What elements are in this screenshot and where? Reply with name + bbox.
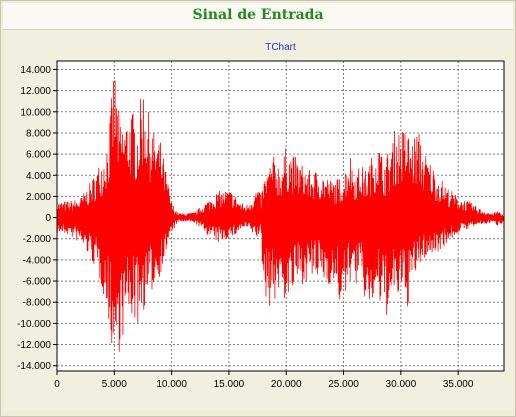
y-tick-label: 10.000 [20, 107, 51, 118]
x-tick-label: 20.000 [271, 379, 302, 390]
panel-title: Sinal de Entrada [192, 7, 324, 23]
signal-chart: TChart 14.000 12.000 10.000 8.000 6.000 4.000… [17, 42, 505, 390]
y-tick-label: 14.000 [20, 65, 51, 76]
x-tick-label: 35.000 [443, 379, 474, 390]
x-tick-label: 30.000 [386, 379, 417, 390]
y-tick-label: 8.000 [26, 128, 51, 139]
y-tick-label: -2.000 [23, 234, 52, 245]
y-tick-label: -12.000 [17, 340, 51, 351]
x-tick-label: 10.000 [156, 379, 187, 390]
x-tick-label: 0 [54, 379, 60, 390]
y-tick-label: 4.000 [26, 171, 51, 182]
chart-title: TChart [265, 42, 296, 53]
signal-series-line [56, 80, 505, 352]
chart-container: TChart 14.000 12.000 10.000 8.000 6.000 4.000… [5, 31, 513, 411]
panel-header: Sinal de Entrada [3, 3, 513, 30]
y-tick-label: 0 [45, 213, 51, 224]
y-tick-label: -4.000 [23, 255, 52, 266]
y-tick-label: -10.000 [17, 319, 51, 330]
y-tick-label: -8.000 [23, 298, 52, 309]
y-tick-label: 2.000 [26, 192, 51, 203]
y-tick-label: -6.000 [23, 277, 52, 288]
y-tick-label: 12.000 [20, 86, 51, 97]
x-tick-label: 15.000 [214, 379, 245, 390]
plot-border [56, 60, 505, 372]
x-tick-label: 25.000 [328, 379, 359, 390]
y-tick-label: 6.000 [26, 150, 51, 161]
x-tick-label: 5.000 [102, 379, 127, 390]
y-tick-label: -14.000 [17, 361, 51, 372]
